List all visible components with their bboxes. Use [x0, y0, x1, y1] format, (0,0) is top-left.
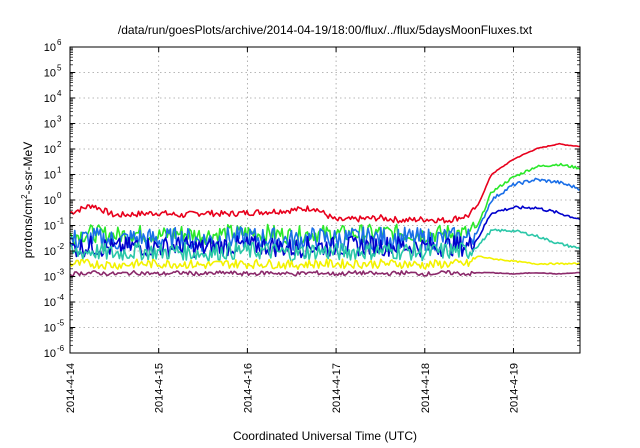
y-tick-base: 10 [44, 68, 56, 80]
series-line [69, 270, 581, 277]
y-tick-exponent: 2 [57, 140, 62, 149]
chart-title: /data/run/goesPlots/archive/2014-04-19/1… [118, 23, 533, 37]
y-tick-base: 10 [44, 323, 56, 335]
y-tick-base: 10 [44, 119, 56, 131]
y-tick-exponent: -5 [57, 319, 65, 328]
y-tick-base: 10 [44, 272, 56, 284]
y-tick-exponent: -4 [57, 293, 65, 302]
y-tick-label: 10 [44, 323, 56, 335]
y-tick-base: 10 [44, 42, 56, 54]
y-tick-base: 10 [44, 144, 56, 156]
y-tick-base: 10 [44, 348, 56, 360]
y-tick-exponent: 6 [57, 38, 62, 47]
x-tick-label: 2014-4-15 [154, 363, 166, 413]
series-line [69, 177, 581, 252]
series-line [69, 142, 581, 224]
y-tick-label: 10 [44, 272, 56, 284]
y-tick-label: 10 [44, 68, 56, 80]
axis-ticks [69, 46, 580, 354]
y-tick-label: 10 [44, 246, 56, 258]
y-axis-label-sup: 2 [20, 194, 29, 199]
x-axis-label: Coordinated Universal Time (UTC) [233, 429, 417, 443]
y-tick-exponent: 0 [57, 191, 62, 200]
y-tick-exponent: -6 [57, 344, 65, 353]
x-tick-label: 2014-4-17 [331, 363, 343, 413]
y-tick-exponent: -2 [57, 242, 65, 251]
y-tick-exponent: -3 [57, 268, 65, 277]
y-tick-label: 10 [44, 195, 56, 207]
x-tick-label: 2014-4-16 [242, 363, 254, 413]
y-tick-base: 10 [44, 195, 56, 207]
y-tick-exponent: 1 [57, 166, 62, 175]
y-axis-label-post: -s-sr-MeV [21, 142, 35, 195]
x-tick-label: 2014-4-19 [508, 363, 520, 413]
y-tick-label: 10 [44, 221, 56, 233]
y-tick-exponent: 5 [57, 64, 62, 73]
y-axis-label-pre: protons/cm [21, 199, 35, 258]
y-axis-label: protons/cm2-s-sr-MeV [20, 142, 35, 258]
y-tick-base: 10 [44, 221, 56, 233]
x-tick-label: 2014-4-18 [420, 363, 432, 413]
grid [70, 47, 580, 353]
y-tick-label: 10 [44, 348, 56, 360]
y-tick-label: 10 [44, 119, 56, 131]
y-tick-base: 10 [44, 170, 56, 182]
series-lines [69, 142, 581, 277]
y-tick-exponent: -1 [57, 217, 65, 226]
y-tick-base: 10 [44, 297, 56, 309]
y-tick-labels: 10 -610 -510 -410 -310 -210 -110 010 110 210 310 41… [44, 38, 65, 360]
y-tick-label: 10 [44, 144, 56, 156]
y-tick-base: 10 [44, 246, 56, 258]
y-tick-exponent: 4 [57, 89, 62, 98]
x-tick-label: 2014-4-14 [65, 363, 77, 413]
x-tick-labels: 2014-4-14 2014-4-15 2014-4-16 2014-4-17 2014… [65, 363, 520, 413]
series-line [69, 255, 581, 270]
y-tick-exponent: 3 [57, 115, 62, 124]
series-line [69, 228, 581, 264]
y-tick-base: 10 [44, 93, 56, 105]
series-line [69, 162, 581, 246]
y-tick-label: 10 [44, 93, 56, 105]
y-tick-label: 10 [44, 42, 56, 54]
y-tick-label: 10 [44, 297, 56, 309]
y-tick-label: 10 [44, 170, 56, 182]
